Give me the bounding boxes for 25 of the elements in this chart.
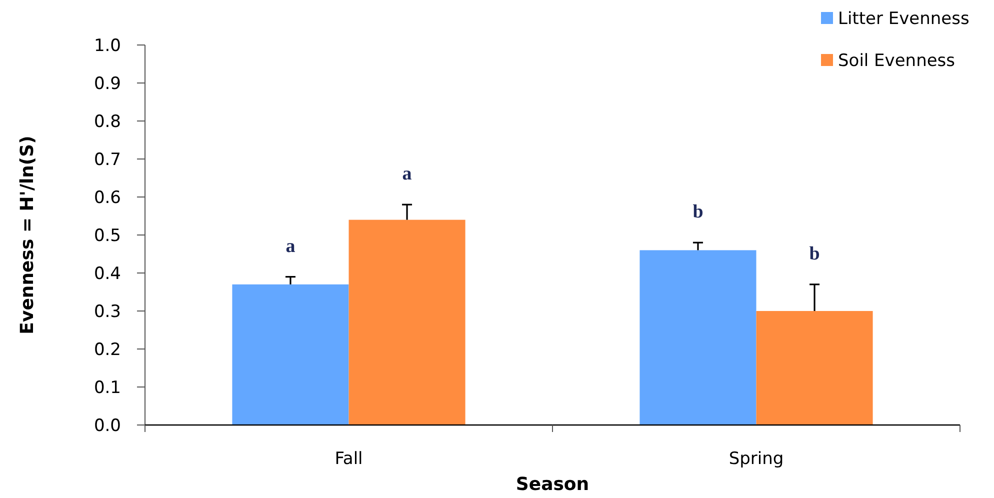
x-tick-label: Fall	[334, 449, 363, 469]
y-tick-label: 1.0	[94, 36, 121, 56]
y-tick-label: 0.1	[94, 378, 121, 398]
bar	[756, 311, 873, 425]
data-label: b	[692, 202, 704, 223]
y-tick-label: 0.5	[94, 226, 121, 246]
y-tick-label: 0.7	[94, 150, 121, 170]
legend-label: Litter Evenness	[838, 9, 970, 29]
y-tick-label: 0.4	[94, 264, 121, 284]
bar	[640, 250, 756, 425]
y-tick-label: 0.2	[94, 340, 121, 360]
legend-label: Soil Evenness	[838, 51, 956, 71]
y-axis-title: Evenness = H'/ln(S)	[17, 136, 38, 334]
x-tick-label: Spring	[728, 449, 784, 469]
bar	[232, 284, 349, 425]
data-label: a	[286, 236, 296, 257]
y-tick-label: 0.9	[94, 74, 121, 94]
data-label: b	[809, 243, 820, 264]
x-axis-title: Season	[516, 474, 590, 495]
y-tick-label: 0.8	[94, 112, 121, 132]
data-label: a	[402, 164, 412, 185]
y-tick-label: 0.3	[94, 302, 121, 322]
y-tick-label: 0.0	[94, 416, 121, 436]
y-tick-label: 0.6	[94, 188, 121, 208]
bar	[348, 220, 466, 425]
